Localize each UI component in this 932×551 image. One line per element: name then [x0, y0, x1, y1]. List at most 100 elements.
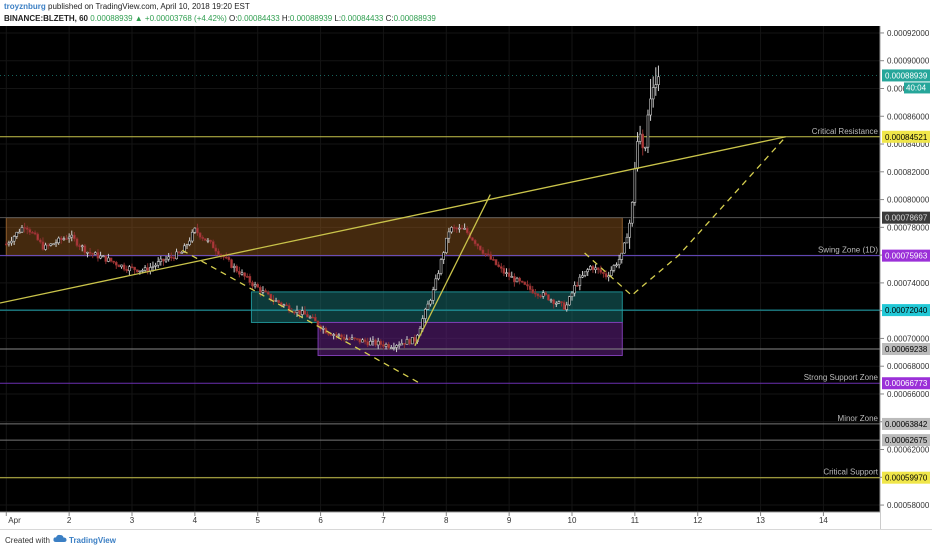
candle-body	[227, 257, 231, 261]
candle-body	[151, 266, 155, 268]
candle-body	[211, 241, 215, 249]
candle-body	[167, 256, 170, 260]
candle-body	[544, 292, 548, 295]
level-badge	[882, 417, 930, 430]
author-link[interactable]: troyznburg	[4, 2, 46, 11]
candle-body	[146, 267, 150, 272]
level-badge-label: 0.00072040	[885, 306, 928, 315]
candle-body	[172, 257, 176, 260]
candle-body	[494, 259, 498, 266]
candle-body	[159, 258, 163, 262]
candle-body	[437, 273, 440, 280]
candle-body	[515, 277, 519, 283]
y-tick-label: 0.00058000	[887, 501, 930, 510]
candle-body	[308, 316, 312, 319]
candle-body	[295, 310, 299, 314]
candle-body	[104, 255, 108, 262]
candle-body	[431, 289, 435, 301]
candle-body	[518, 277, 521, 282]
candle-body	[41, 241, 45, 250]
candle-body	[560, 301, 563, 303]
x-tick-label: 4	[193, 516, 198, 525]
last-price-label: 0.00088939	[885, 71, 928, 80]
candle-body	[641, 133, 645, 149]
candle-body	[442, 252, 445, 260]
countdown-badge	[904, 82, 930, 94]
countdown-label: 40:04	[906, 83, 927, 92]
candle-body	[282, 304, 286, 307]
created-with-text: Created with	[5, 536, 50, 545]
tradingview-brand-link[interactable]: TradingView	[69, 536, 116, 545]
candle-body	[277, 300, 280, 304]
candle-body	[183, 245, 186, 253]
candle-body	[327, 332, 330, 335]
candle-body	[463, 228, 466, 230]
candle-body	[628, 222, 631, 238]
candle-body	[523, 281, 527, 285]
candle-body	[224, 256, 228, 259]
candle-body	[405, 338, 409, 345]
candle-body	[426, 303, 430, 310]
candle-body	[190, 231, 194, 242]
x-tick-label: 10	[568, 516, 577, 525]
chart-area[interactable]: Critical Resistance Swing Zone (1D) Strong…	[0, 26, 932, 529]
symbol-label[interactable]: BINANCE:BLZETH, 60	[4, 14, 89, 23]
candle-body	[526, 284, 529, 287]
candle-body	[287, 305, 291, 312]
candle-body	[342, 336, 346, 340]
candle-body	[214, 247, 218, 252]
candle-body	[86, 251, 89, 254]
candle-body	[245, 276, 249, 278]
candle-body	[109, 257, 113, 262]
close-value: 0.00088939	[393, 14, 436, 23]
candle-body	[657, 76, 660, 85]
candle-body	[471, 237, 474, 241]
x-tick-label: 8	[444, 516, 449, 525]
candle-body	[238, 270, 241, 275]
candle-body	[54, 242, 58, 245]
candle-body	[253, 284, 257, 287]
candle-body	[196, 227, 199, 234]
candle-body	[591, 266, 595, 271]
candle-body	[458, 227, 461, 230]
candle-body	[135, 269, 139, 273]
candles	[4, 65, 660, 353]
candle-body	[28, 229, 32, 233]
level-name: Critical Resistance	[812, 127, 879, 136]
time-axis-panel	[0, 512, 880, 529]
candle-body	[575, 284, 579, 287]
price-chart[interactable]: Critical Resistance Swing Zone (1D) Strong…	[0, 26, 932, 529]
candle-body	[520, 280, 524, 283]
candle-body	[531, 289, 535, 294]
y-tick-label: 0.00074000	[887, 279, 930, 288]
candle-body	[337, 334, 341, 337]
dashed-trend-line	[181, 249, 419, 383]
candle-body	[293, 311, 296, 314]
candle-body	[625, 236, 629, 244]
candle-body	[376, 340, 380, 346]
x-tick-label: 7	[381, 516, 386, 525]
candle-body	[599, 269, 603, 273]
candle-body	[314, 316, 317, 322]
candle-body	[602, 272, 605, 274]
candle-body	[256, 284, 260, 288]
candle-body	[392, 347, 396, 349]
candle-body	[162, 258, 165, 262]
candle-body	[49, 243, 53, 246]
open-label: O:	[228, 14, 238, 23]
price-change: ▲ +0.00003768 (+4.42%)	[134, 14, 227, 23]
candle-body	[141, 270, 144, 272]
candle-body	[46, 244, 50, 247]
candle-body	[586, 269, 590, 273]
candle-body	[33, 232, 37, 235]
candle-body	[274, 300, 278, 302]
candle-body	[188, 240, 191, 245]
candle-body	[285, 304, 288, 307]
candle-body	[96, 252, 100, 259]
candle-body	[332, 334, 335, 336]
candle-body	[198, 232, 202, 238]
candle-body	[259, 287, 262, 293]
candle-body	[465, 228, 469, 234]
candle-body	[366, 341, 370, 346]
candle-body	[201, 236, 205, 239]
